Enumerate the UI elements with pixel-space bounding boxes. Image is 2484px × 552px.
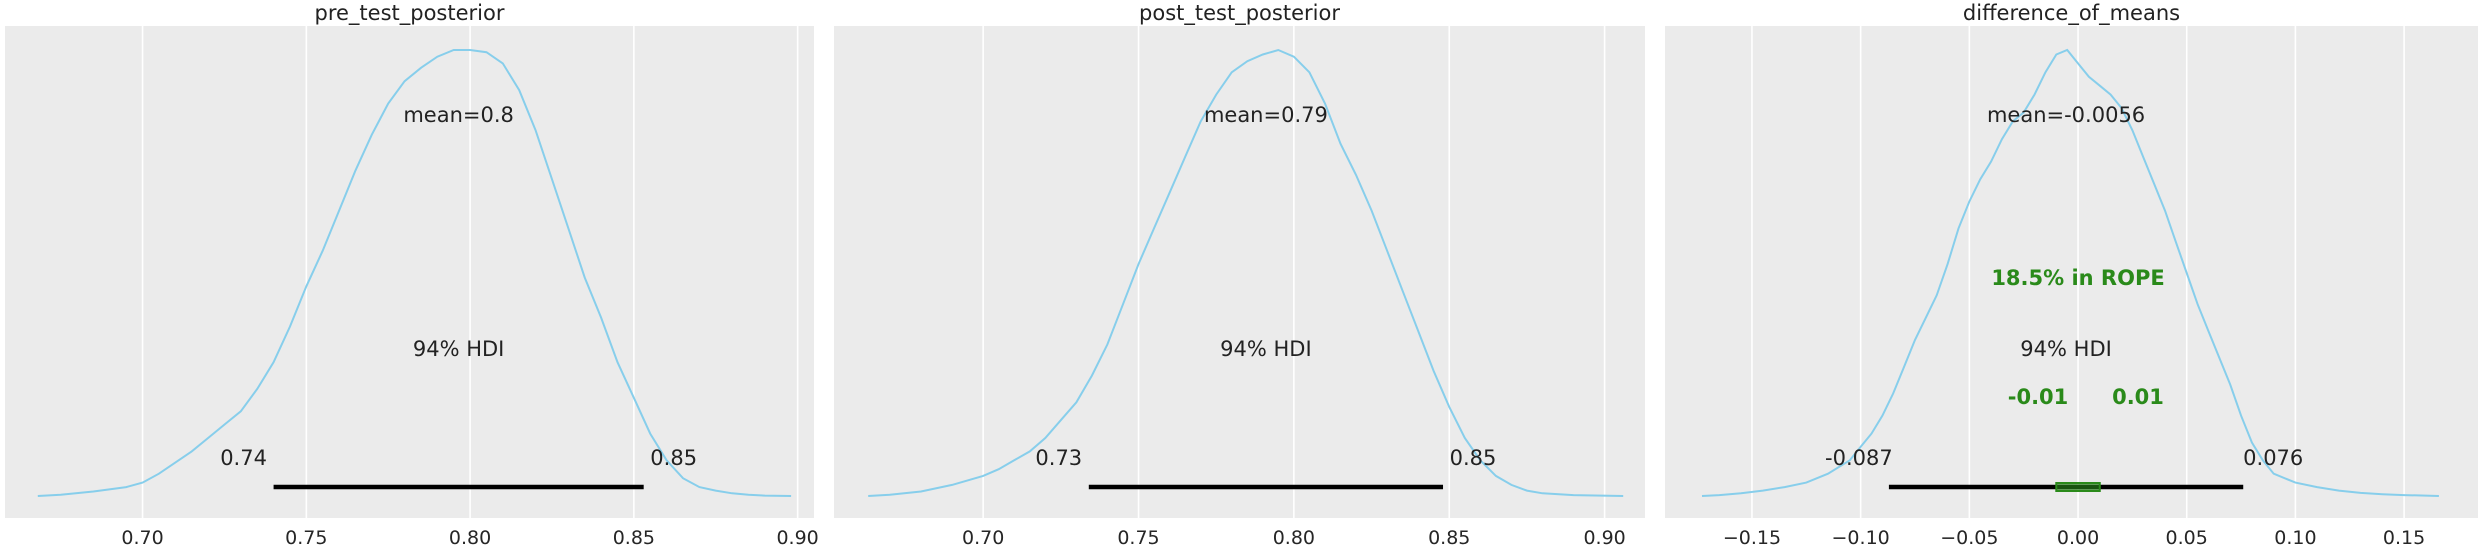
x-tick-label: −0.15	[1723, 527, 1781, 549]
x-tick-label: 0.90	[1583, 527, 1625, 549]
mean-label: mean=0.79	[1204, 103, 1328, 127]
subplot-title: pre_test_posterior	[315, 1, 505, 26]
rope-percentage-label: 18.5% in ROPE	[1991, 266, 2164, 290]
x-tick-label: −0.05	[1940, 527, 1998, 549]
posterior-panel-1: 0.70 0.75 0.80 0.85 0.90 pre_test_posteriorme…	[5, 1, 819, 549]
subplot-title: difference_of_means	[1963, 1, 2180, 26]
x-tick-label: 0.75	[1117, 527, 1159, 549]
hdi-upper-label: 0.85	[650, 446, 697, 470]
mean-label: mean=0.8	[403, 103, 514, 127]
hdi-lower-label: -0.087	[1825, 446, 1893, 470]
x-tick-label: 0.90	[776, 527, 818, 549]
x-tick-label: −0.10	[1832, 527, 1890, 549]
hdi-prob-label: 94% HDI	[413, 337, 505, 361]
posterior-panel-3: −0.15 −0.10 −0.05 0.00 0.05 0.10 0.15 differenc…	[1665, 1, 2478, 549]
x-tick-label: 0.70	[121, 527, 163, 549]
x-tick-label: 0.05	[2166, 527, 2208, 549]
rope-upper-label: 0.01	[2112, 385, 2164, 409]
hdi-upper-label: 0.85	[1450, 446, 1497, 470]
x-tick-label: 0.85	[613, 527, 655, 549]
x-tick-label: 0.15	[2383, 527, 2425, 549]
hdi-lower-label: 0.73	[1035, 446, 1082, 470]
x-tick-label: 0.75	[285, 527, 327, 549]
hdi-prob-label: 94% HDI	[1220, 337, 1312, 361]
plot-area	[1665, 26, 2478, 518]
x-tick-label: 0.00	[2057, 527, 2099, 549]
mean-label: mean=-0.0056	[1987, 103, 2145, 127]
subplot-title: post_test_posterior	[1139, 1, 1340, 26]
plot-area	[5, 26, 814, 518]
plot-area	[834, 26, 1645, 518]
kde-curve	[1701, 48, 2439, 497]
kde-curve	[37, 49, 792, 497]
x-tick-label: 0.80	[449, 527, 491, 549]
x-tick-label: 0.80	[1273, 527, 1315, 549]
hdi-prob-label: 94% HDI	[2020, 337, 2112, 361]
rope-interval	[2055, 482, 2101, 492]
rope-lower-label: -0.01	[2008, 385, 2069, 409]
kde-curve	[868, 48, 1624, 497]
hdi-lower-label: 0.74	[220, 446, 267, 470]
x-tick-label: 0.70	[962, 527, 1004, 549]
hdi-upper-label: 0.076	[2243, 446, 2303, 470]
x-tick-label: 0.10	[2274, 527, 2316, 549]
posterior-panel-2: 0.70 0.75 0.80 0.85 0.90 post_test_posteriorm…	[834, 1, 1645, 549]
x-tick-label: 0.85	[1428, 527, 1470, 549]
